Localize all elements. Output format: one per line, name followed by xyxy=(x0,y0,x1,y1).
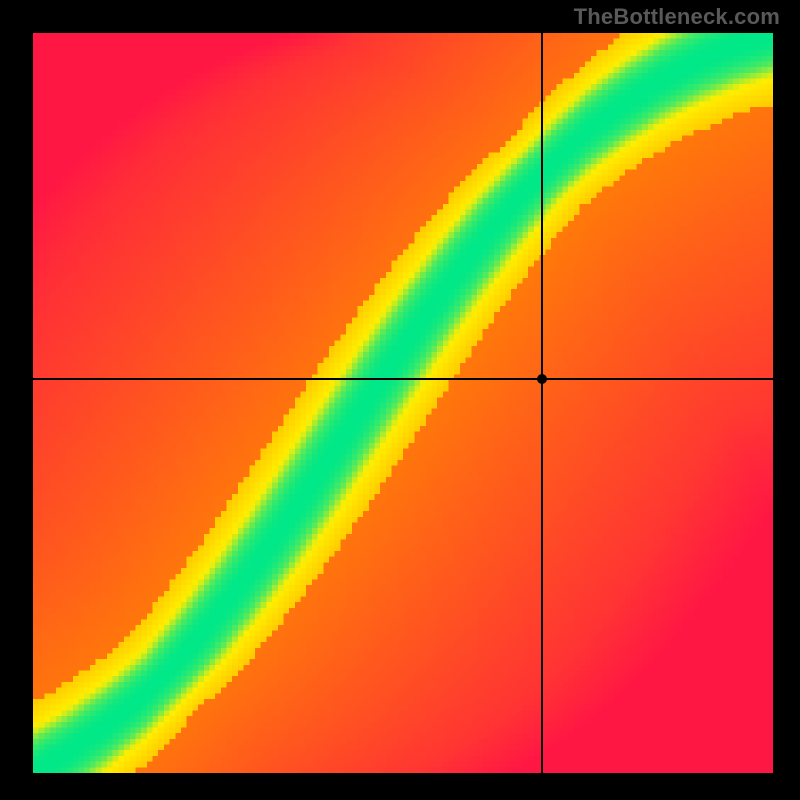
marker-point xyxy=(537,374,547,384)
chart-container: TheBottleneck.com xyxy=(0,0,800,800)
plot-area xyxy=(33,33,773,773)
heatmap-canvas xyxy=(33,33,773,773)
crosshair-vertical xyxy=(541,33,543,773)
watermark-text: TheBottleneck.com xyxy=(574,4,780,30)
crosshair-horizontal xyxy=(33,378,773,380)
